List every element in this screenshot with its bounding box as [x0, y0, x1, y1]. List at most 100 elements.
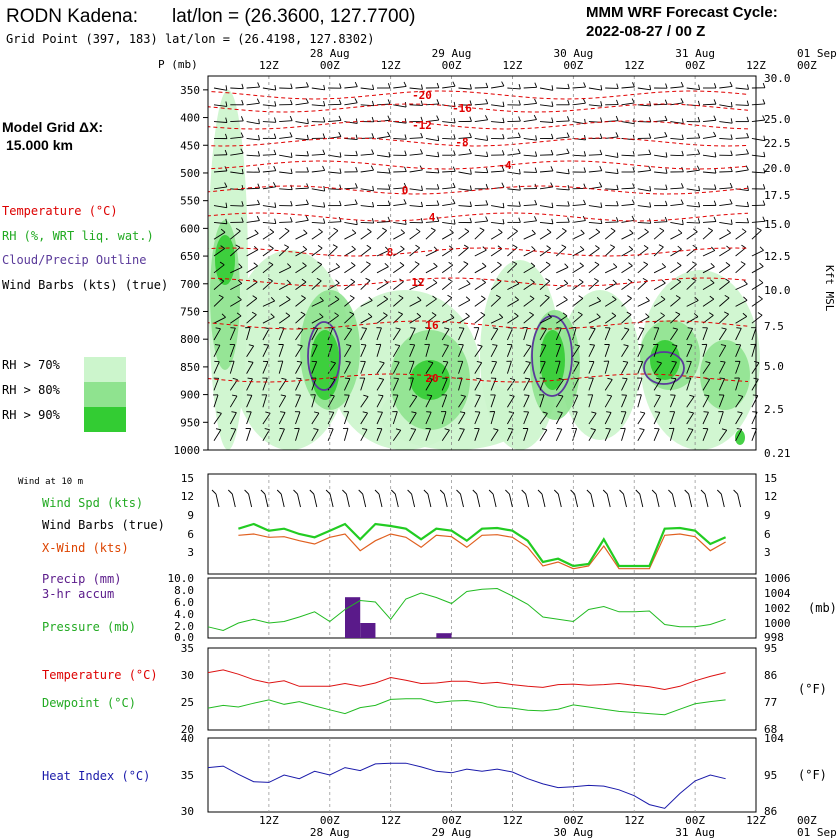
- wind-barb-feather: [534, 98, 538, 104]
- top-hour-label: 00Z: [442, 59, 462, 72]
- wind-barb: [637, 188, 651, 192]
- wind-barb-feather: [502, 117, 505, 123]
- wind-barb-feather: [746, 116, 750, 122]
- wind-barb-feather: [544, 294, 550, 298]
- wind-barb: [556, 299, 568, 307]
- wind-barb-feather: [566, 132, 570, 138]
- wind-barb: [393, 221, 407, 225]
- wind-barb: [702, 171, 716, 174]
- wind-barb: [458, 153, 472, 156]
- wind-barb-feather: [334, 312, 339, 316]
- wind-barb: [539, 170, 553, 173]
- wind-barb: [621, 86, 635, 89]
- heat-index-panel-frame: [207, 737, 757, 813]
- wind-barb: [311, 231, 323, 240]
- wind-barb: [718, 429, 728, 442]
- wind-barb: [458, 263, 469, 274]
- wind-barb-feather: [518, 217, 521, 223]
- wind-barb: [605, 154, 619, 158]
- wind-barb-feather: [323, 202, 326, 208]
- wind-barb: [523, 395, 530, 408]
- upper-panel: -20 -16 -12 -8 -4 0 4 8 12 16 20 350 400 450 500 550 600…: [174, 72, 837, 460]
- wind-barb-feather: [384, 246, 390, 251]
- wind-barb-feather: [713, 99, 717, 105]
- wind-barb-feather: [395, 327, 401, 330]
- wind-barb-feather: [606, 394, 612, 397]
- wind-barb: [718, 361, 726, 374]
- surface-wind-barb-feather: [521, 489, 527, 495]
- wind-barb-feather: [274, 202, 277, 208]
- wind-barb: [442, 121, 456, 124]
- wind-barb: [393, 121, 407, 124]
- wind-barb: [523, 362, 531, 374]
- wind-barb: [246, 395, 253, 408]
- wind-barb: [376, 327, 382, 341]
- wind-barb-feather: [730, 102, 733, 108]
- bottom-date-label: 01 Sep: [797, 826, 837, 839]
- bottom-date-label: 31 Aug: [675, 826, 715, 839]
- top-hour-label: 12Z: [381, 59, 401, 72]
- wind-barb-feather: [411, 411, 417, 414]
- wind-barb: [295, 219, 309, 223]
- wind-barb: [621, 232, 634, 240]
- wind-barb-feather: [351, 245, 356, 250]
- wind-barb-feather: [540, 344, 546, 346]
- wind-barb-feather: [286, 296, 291, 300]
- wind-barb: [393, 264, 405, 274]
- wind-barb: [311, 104, 325, 107]
- wind-barb-feather: [323, 100, 326, 107]
- wind-barb-feather: [328, 411, 334, 413]
- wind-barb-feather: [671, 360, 677, 363]
- wind-barb: [588, 231, 601, 240]
- surface-wind-barb: [460, 493, 464, 508]
- wind-barb: [637, 300, 650, 307]
- wind-barb: [572, 220, 586, 223]
- wind-barb-feather: [730, 118, 733, 124]
- precip-bar: [436, 633, 452, 638]
- wind-barb: [523, 86, 537, 89]
- wind-barb-feather: [366, 244, 372, 249]
- wind-barb: [670, 297, 681, 307]
- wind-barb: [213, 221, 227, 225]
- wind-barb: [344, 232, 357, 240]
- wind-barb-feather: [600, 101, 603, 107]
- wind-barb: [653, 315, 665, 324]
- wind-barb: [621, 102, 635, 106]
- wind-barb-feather: [491, 360, 497, 363]
- wind-barb-feather: [388, 168, 391, 174]
- legend-xwind: X-Wind (kts): [42, 541, 129, 555]
- wind-barb-feather: [531, 246, 536, 251]
- wind-barb-feather: [681, 183, 684, 189]
- wind-barb-feather: [664, 115, 668, 121]
- height-tick-label: 15.0: [764, 218, 791, 231]
- wind-barb: [719, 121, 733, 124]
- wind-barb: [392, 345, 401, 358]
- wind-barb: [246, 314, 257, 324]
- wind-barb: [327, 327, 334, 341]
- wind-barb: [441, 264, 453, 274]
- wind-barb-feather: [648, 149, 652, 155]
- wind-barb: [670, 102, 684, 106]
- wind-barb-feather: [216, 411, 222, 414]
- wind-barb-feather: [319, 296, 324, 302]
- wind-barb: [474, 119, 488, 123]
- wind-barb-feather: [606, 411, 612, 413]
- wind-barb: [213, 361, 220, 374]
- wind-barb: [523, 411, 529, 425]
- wind-barb: [376, 315, 388, 324]
- wind-barb: [588, 429, 596, 442]
- legend-swatch-rh70: [84, 357, 126, 382]
- wind-barb-feather: [382, 227, 387, 231]
- legend-rh70: RH > 70%: [2, 358, 61, 372]
- pressure-tick-label: 450: [180, 139, 200, 152]
- wind-barb-feather: [448, 261, 453, 266]
- top-hour-label: 00Z: [563, 59, 583, 72]
- wind-barb-feather: [616, 168, 619, 174]
- wind-barb: [751, 171, 765, 174]
- wind-barb: [686, 231, 698, 240]
- wind-barb-feather: [558, 377, 564, 381]
- wind-barb-feather: [346, 327, 352, 330]
- wind-barb-feather: [578, 278, 584, 283]
- wind-barb-feather: [379, 361, 385, 364]
